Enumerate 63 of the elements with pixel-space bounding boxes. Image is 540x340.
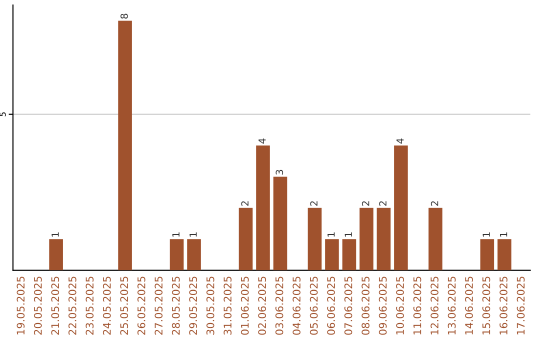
bar bbox=[170, 239, 184, 270]
x-tick-label: 20.05.2025 bbox=[34, 276, 42, 335]
x-tick-label: 13.06.2025 bbox=[448, 276, 456, 334]
bar bbox=[256, 146, 270, 270]
data-label: 8 bbox=[120, 14, 128, 19]
x-tick-label: 15.06.2025 bbox=[482, 276, 490, 334]
data-label: 1 bbox=[52, 232, 59, 237]
x-tick-label: 01.06.2025 bbox=[240, 276, 249, 335]
x-tick-label: 12.06.2025 bbox=[430, 276, 438, 334]
data-label: 1 bbox=[482, 232, 490, 237]
data-label: 2 bbox=[310, 201, 318, 206]
x-tick-label: 07.06.2025 bbox=[344, 276, 352, 335]
x-tick-label: 23.05.2025 bbox=[86, 276, 94, 335]
x-tick-label: 31.05.2025 bbox=[224, 276, 232, 335]
x-tick-label: 16.06.2025 bbox=[500, 276, 508, 334]
x-tick-label: 05.06.2025 bbox=[310, 276, 318, 335]
x-tick-label: 19.05.2025 bbox=[16, 276, 25, 334]
x-tick-label: 22.05.2025 bbox=[68, 276, 76, 335]
x-tick-label: 28.05.2025 bbox=[172, 276, 180, 335]
x-tick-label: 08.06.2025 bbox=[362, 276, 370, 335]
x-tick-label: 02.06.2025 bbox=[258, 276, 266, 335]
bar bbox=[498, 239, 512, 270]
x-tick-label: 09.06.2025 bbox=[378, 276, 387, 335]
data-label: 1 bbox=[328, 232, 335, 237]
x-tick-label: 14.06.2025 bbox=[465, 276, 473, 334]
data-label: 2 bbox=[430, 201, 438, 206]
x-tick-label: 29.05.2025 bbox=[189, 276, 198, 335]
x-tick-label: 06.06.2025 bbox=[327, 276, 335, 335]
data-label: 1 bbox=[500, 232, 508, 237]
x-tick-label: 10.06.2025 bbox=[396, 276, 404, 334]
bar bbox=[273, 176, 288, 270]
bar bbox=[428, 208, 442, 270]
bar bbox=[325, 239, 339, 270]
bar bbox=[238, 208, 253, 270]
bar bbox=[308, 208, 322, 270]
data-label: 1 bbox=[190, 232, 197, 237]
x-tick-label: 25.05.2025 bbox=[120, 276, 128, 335]
x-tick-label: 26.05.2025 bbox=[137, 276, 146, 335]
data-label: 4 bbox=[258, 138, 266, 144]
data-label: 1 bbox=[344, 232, 352, 237]
bar bbox=[187, 239, 201, 270]
data-label: 1 bbox=[172, 232, 180, 237]
x-tick-label: 21.05.2025 bbox=[51, 276, 60, 335]
y-tick-label: 5 bbox=[0, 112, 6, 116]
x-tick-label: 04.06.2025 bbox=[292, 276, 301, 335]
data-label: 2 bbox=[241, 201, 248, 206]
bar bbox=[342, 239, 356, 270]
bar bbox=[394, 146, 408, 270]
data-label: 2 bbox=[362, 201, 370, 206]
x-tick-label: 24.05.2025 bbox=[102, 276, 111, 335]
x-tick-label: 27.05.2025 bbox=[154, 276, 163, 335]
x-tick-label: 11.06.2025 bbox=[413, 276, 422, 334]
bar bbox=[376, 208, 391, 270]
bar bbox=[360, 208, 374, 270]
data-label: 3 bbox=[276, 170, 284, 175]
x-tick-label: 30.05.2025 bbox=[206, 276, 214, 335]
data-label: 2 bbox=[379, 201, 386, 206]
x-tick-label: 17.06.2025 bbox=[516, 276, 525, 334]
bar bbox=[118, 20, 132, 270]
bar bbox=[480, 239, 494, 270]
data-label: 4 bbox=[396, 138, 404, 144]
bar bbox=[49, 239, 63, 270]
x-tick-label: 03.06.2025 bbox=[275, 276, 284, 335]
